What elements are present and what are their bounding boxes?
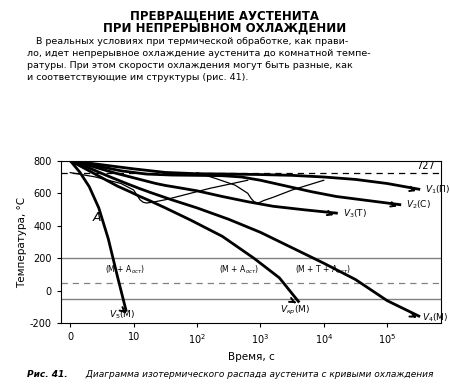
Text: $V_{кр}$(М): $V_{кр}$(М) xyxy=(280,303,310,316)
Text: $V_1$(П): $V_1$(П) xyxy=(425,183,450,196)
Text: $V_2$(С): $V_2$(С) xyxy=(406,199,431,211)
Text: ПРИ НЕПРЕРЫВНОМ ОХЛАЖДЕНИИ: ПРИ НЕПРЕРЫВНОМ ОХЛАЖДЕНИИ xyxy=(104,22,346,34)
Text: В реальных условиях при термической обработке, как прави-
ло, идет непрерывное о: В реальных условиях при термической обра… xyxy=(27,37,371,82)
Text: (М + А$_{ост}$): (М + А$_{ост}$) xyxy=(219,264,259,276)
Text: $V_4$(М): $V_4$(М) xyxy=(422,312,448,325)
Text: Диаграмма изотермического распада аустенита с кривыми охлаждения: Диаграмма изотермического распада аустен… xyxy=(83,370,434,379)
X-axis label: Время, с: Время, с xyxy=(228,352,274,362)
Text: Рис. 41.: Рис. 41. xyxy=(27,370,68,379)
Text: 727: 727 xyxy=(416,161,435,171)
Text: ПРЕВРАЩЕНИЕ АУСТЕНИТА: ПРЕВРАЩЕНИЕ АУСТЕНИТА xyxy=(130,10,320,23)
Text: $V_5$(М): $V_5$(М) xyxy=(109,308,135,321)
Y-axis label: Температура, °С: Температура, °С xyxy=(17,196,27,288)
Text: $V_3$(Т): $V_3$(Т) xyxy=(343,208,367,220)
Text: А: А xyxy=(92,211,101,224)
Text: (М + А$_{ост}$): (М + А$_{ост}$) xyxy=(105,264,145,276)
Text: (М + Т + А$_{ост}$): (М + Т + А$_{ост}$) xyxy=(295,264,351,276)
